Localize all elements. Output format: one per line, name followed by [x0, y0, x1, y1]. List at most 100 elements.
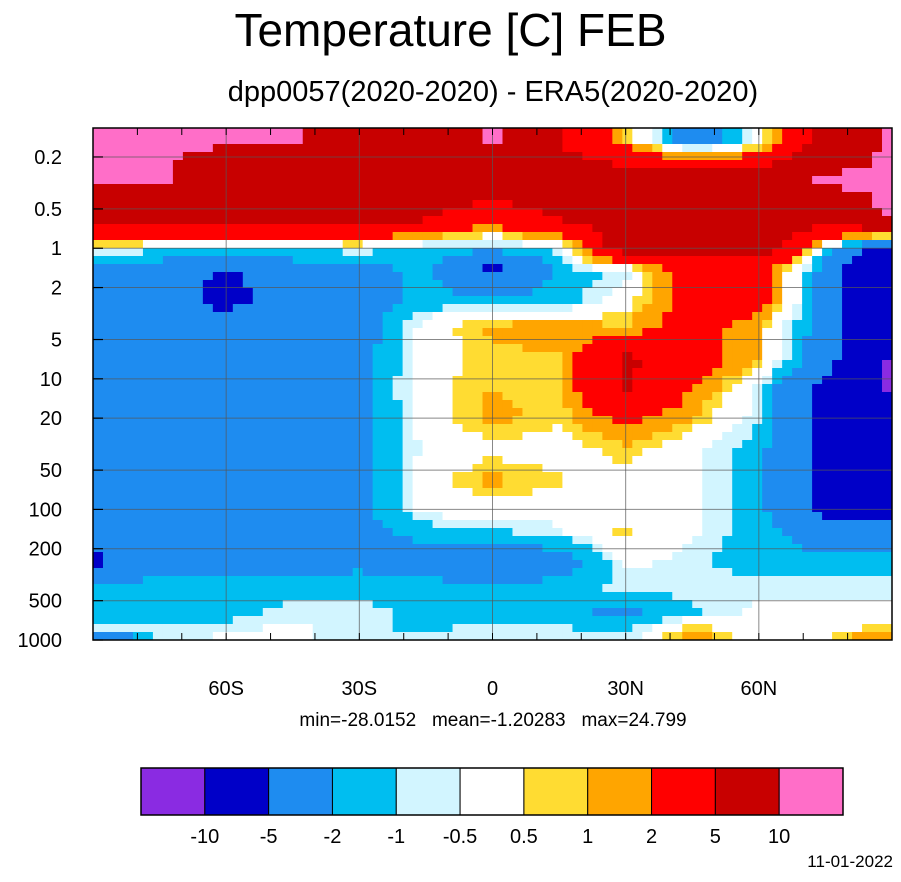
field-cell: [502, 440, 514, 449]
field-cell: [142, 504, 154, 513]
field-cell: [822, 576, 833, 585]
field-cell: [802, 240, 813, 249]
field-cell: [412, 432, 424, 441]
field-cell: [712, 488, 723, 497]
field-cell: [202, 312, 214, 321]
field-cell: [172, 408, 184, 417]
field-cell: [732, 472, 743, 481]
field-cell: [162, 368, 174, 377]
field-cell: [562, 192, 573, 201]
field-cell: [852, 128, 863, 137]
field-cell: [212, 456, 224, 465]
field-cell: [162, 520, 174, 529]
field-cell: [702, 496, 713, 505]
field-cell: [852, 480, 863, 489]
field-cell: [342, 400, 354, 409]
field-cell: [102, 488, 114, 497]
field-cell: [93, 584, 104, 593]
field-cell: [262, 216, 274, 225]
field-cell: [192, 568, 204, 577]
field-cell: [262, 584, 274, 593]
field-cell: [572, 480, 583, 489]
field-cell: [192, 224, 204, 233]
field-cell: [862, 336, 873, 345]
field-cell: [872, 384, 883, 393]
field-cell: [152, 568, 164, 577]
field-cell: [93, 352, 104, 361]
field-cell: [122, 360, 134, 369]
field-cell: [272, 432, 284, 441]
field-cell: [202, 160, 214, 169]
field-cell: [582, 440, 593, 449]
field-cell: [492, 432, 504, 441]
field-cell: [552, 168, 564, 177]
field-cell: [792, 496, 803, 505]
field-cell: [332, 344, 344, 353]
field-cell: [692, 128, 703, 137]
field-cell: [452, 440, 464, 449]
field-cell: [172, 576, 184, 585]
field-cell: [482, 376, 494, 385]
field-cell: [202, 528, 214, 537]
field-cell: [132, 400, 144, 409]
field-cell: [252, 224, 264, 233]
field-cell: [352, 344, 364, 353]
field-cell: [412, 272, 424, 281]
field-cell: [262, 384, 274, 393]
field-cell: [522, 600, 534, 609]
field-cell: [432, 432, 444, 441]
field-cell: [802, 336, 813, 345]
field-cell: [862, 528, 873, 537]
field-cell: [512, 584, 524, 593]
field-cell: [572, 512, 583, 521]
field-cell: [292, 192, 304, 201]
field-cell: [702, 552, 713, 561]
field-cell: [472, 304, 484, 313]
field-cell: [732, 464, 743, 473]
field-cell: [532, 296, 544, 305]
field-cell: [412, 504, 424, 513]
field-cell: [212, 272, 224, 281]
field-cell: [282, 288, 294, 297]
field-cell: [742, 512, 753, 521]
field-cell: [292, 408, 304, 417]
field-cell: [842, 448, 853, 457]
field-cell: [532, 312, 544, 321]
field-cell: [612, 520, 623, 529]
field-cell: [322, 152, 334, 161]
field-cell: [192, 520, 204, 529]
field-cell: [272, 320, 284, 329]
field-cell: [132, 560, 144, 569]
field-cell: [762, 416, 773, 425]
field-cell: [282, 248, 294, 257]
field-cell: [742, 264, 753, 273]
field-cell: [542, 128, 554, 137]
field-cell: [552, 416, 564, 425]
field-cell: [392, 240, 404, 249]
field-cell: [822, 248, 833, 257]
field-cell: [172, 168, 184, 177]
field-cell: [792, 320, 803, 329]
field-cell: [762, 616, 773, 625]
field-cell: [442, 264, 454, 273]
field-cell: [552, 616, 564, 625]
field-cell: [822, 584, 833, 593]
field-cell: [332, 464, 344, 473]
field-cell: [682, 200, 693, 209]
field-cell: [182, 296, 194, 305]
field-cell: [402, 512, 414, 521]
field-cell: [612, 440, 623, 449]
field-cell: [112, 176, 124, 185]
field-cell: [462, 280, 474, 289]
field-cell: [432, 440, 444, 449]
field-cell: [582, 168, 593, 177]
field-cell: [212, 144, 224, 153]
field-cell: [552, 152, 564, 161]
field-cell: [542, 528, 554, 537]
field-cell: [252, 592, 264, 601]
field-cell: [202, 472, 214, 481]
field-cell: [772, 304, 783, 313]
field-cell: [702, 408, 713, 417]
field-cell: [492, 552, 504, 561]
field-cell: [442, 408, 454, 417]
